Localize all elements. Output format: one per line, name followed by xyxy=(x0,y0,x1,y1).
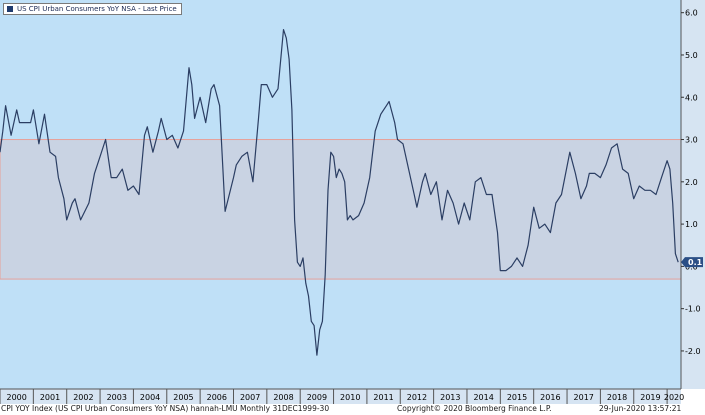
square-icon xyxy=(7,6,13,12)
x-tick-label: 2001 xyxy=(40,393,60,402)
last-value-tag xyxy=(681,257,703,268)
x-tick-label: 2019 xyxy=(640,393,660,402)
x-tick-label: 2011 xyxy=(373,393,393,402)
x-tick-label: 2014 xyxy=(473,393,493,402)
x-tick-label: 2005 xyxy=(173,393,193,402)
footer-series-info: CPI YOY Index (US CPI Urban Consumers Yo… xyxy=(1,404,330,413)
footer-copyright: Copyright© 2020 Bloomberg Finance L.P. xyxy=(397,404,552,413)
last-value-label: 0.1 xyxy=(688,258,703,267)
y-tick-label: -1.0 xyxy=(685,305,701,314)
bottom-axis-strip xyxy=(0,389,681,404)
y-tick-label: 1.0 xyxy=(685,220,698,229)
y-tick-label: 3.0 xyxy=(685,136,698,145)
x-tick-label: 2015 xyxy=(507,393,527,402)
footer-timestamp: 29-Jun-2020 13:57:21 xyxy=(599,404,682,413)
y-tick-label: 2.0 xyxy=(685,178,698,187)
last-value-marker: 0.1 xyxy=(681,257,703,268)
x-tick-label: 2006 xyxy=(207,393,227,402)
x-axis: 2000 2001 2002 2003 2004 2005 2006 2007 2008 2009… xyxy=(0,389,684,404)
x-tick-label: 2008 xyxy=(273,393,293,402)
x-tick-label: 2012 xyxy=(407,393,427,402)
x-tick-label: 2004 xyxy=(140,393,160,402)
x-tick-label: 2018 xyxy=(607,393,627,402)
legend: US CPI Urban Consumers YoY NSA - Last Pr… xyxy=(3,3,182,15)
y-tick-label: 6.0 xyxy=(685,9,698,18)
x-tick-label: 2002 xyxy=(73,393,93,402)
y-tick-label: 4.0 xyxy=(685,93,698,102)
x-tick-label: 2009 xyxy=(307,393,327,402)
legend-label: US CPI Urban Consumers YoY NSA - Last Pr… xyxy=(17,5,177,13)
y-tick-label: 5.0 xyxy=(685,51,698,60)
series-line xyxy=(0,29,679,356)
x-tick-label: 2007 xyxy=(240,393,260,402)
x-tick-label: 2020 xyxy=(664,393,684,402)
range-band xyxy=(0,139,682,280)
x-tick-label: 2010 xyxy=(340,393,360,402)
y-tick-label: -2.0 xyxy=(685,347,701,356)
x-tick-label: 2017 xyxy=(574,393,594,402)
x-tick-label: 2000 xyxy=(6,393,26,402)
x-tick-label: 2013 xyxy=(440,393,460,402)
x-tick-label: 2003 xyxy=(107,393,127,402)
right-axis-strip xyxy=(681,0,705,389)
x-tick-label: 2016 xyxy=(540,393,560,402)
